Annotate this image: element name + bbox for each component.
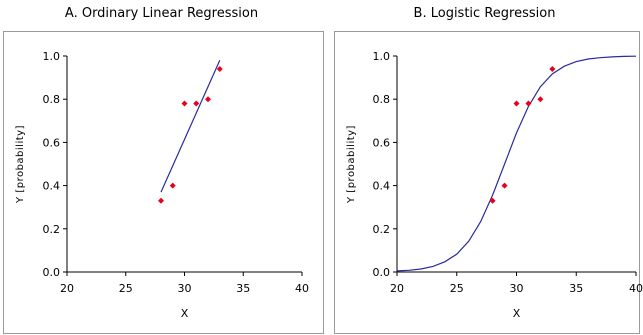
- chart-a-fit-line: [160, 60, 221, 193]
- chart-a-x-tick-label: 25: [119, 282, 133, 295]
- chart-b-x-tick-label: 25: [450, 282, 464, 295]
- chart-b-y-tick-label: 0.4: [373, 180, 391, 193]
- chart-a-data-point: [205, 96, 211, 103]
- chart-b-x-tick-label: 40: [629, 282, 643, 295]
- chart-b-data-point: [537, 96, 544, 103]
- chart-a-title: A. Ordinary Linear Regression: [64, 6, 259, 21]
- chart-a-y-tick-label: 1.0: [43, 50, 61, 63]
- chart-a-y-tick-label: 0.0: [43, 266, 61, 279]
- chart-b-x-tick-label: 20: [390, 282, 404, 295]
- chart-a-y-tick-label: 0.6: [43, 136, 61, 149]
- chart-a-x-tick-label: 30: [178, 282, 192, 295]
- chart-b-data-point: [513, 100, 520, 107]
- chart-b-y-axis-label: Y [probability]: [346, 125, 357, 204]
- chart-b-x-tick-label: 35: [569, 282, 583, 295]
- chart-a-data-point: [193, 100, 200, 107]
- chart-b-x-axis-label: X: [513, 307, 521, 320]
- chart-a-x-tick-label: 20: [60, 282, 74, 295]
- chart-b-frame: [334, 31, 640, 334]
- chart-b-y-tick-label: 0.0: [373, 266, 391, 279]
- chart-a-x-tick-label: 35: [236, 282, 250, 295]
- chart-b-y-tick-label: 0.8: [373, 93, 391, 106]
- chart-b-data-point: [549, 65, 556, 72]
- chart-a-x-axis-label: X: [181, 307, 189, 320]
- chart-b-y-tick-label: 0.2: [373, 223, 391, 236]
- chart-a-data-point: [181, 100, 188, 107]
- chart-b-data-point: [501, 182, 508, 189]
- chart-b-y-tick-label: 0.6: [373, 136, 391, 149]
- chart-b-y-tick-label: 1.0: [373, 50, 391, 63]
- chart-b-x-tick-label: 30: [510, 282, 524, 295]
- chart-a-y-tick-label: 0.4: [43, 180, 61, 193]
- chart-a-frame: [3, 31, 324, 334]
- chart-b-data-point: [489, 197, 496, 204]
- chart-a-data-point: [216, 65, 223, 72]
- chart-a-y-tick-label: 0.2: [43, 223, 61, 236]
- chart-a-y-tick-label: 0.8: [43, 93, 61, 106]
- chart-b-title: B. Logistic Regression: [413, 6, 556, 21]
- chart-a-x-tick-label: 40: [295, 282, 309, 295]
- chart-b-fit-line: [396, 55, 637, 272]
- chart-b-data-point: [525, 100, 532, 107]
- chart-a-data-point: [169, 182, 176, 189]
- chart-a-y-axis-label: Y [probability]: [15, 125, 26, 204]
- chart-a-data-point: [158, 197, 164, 204]
